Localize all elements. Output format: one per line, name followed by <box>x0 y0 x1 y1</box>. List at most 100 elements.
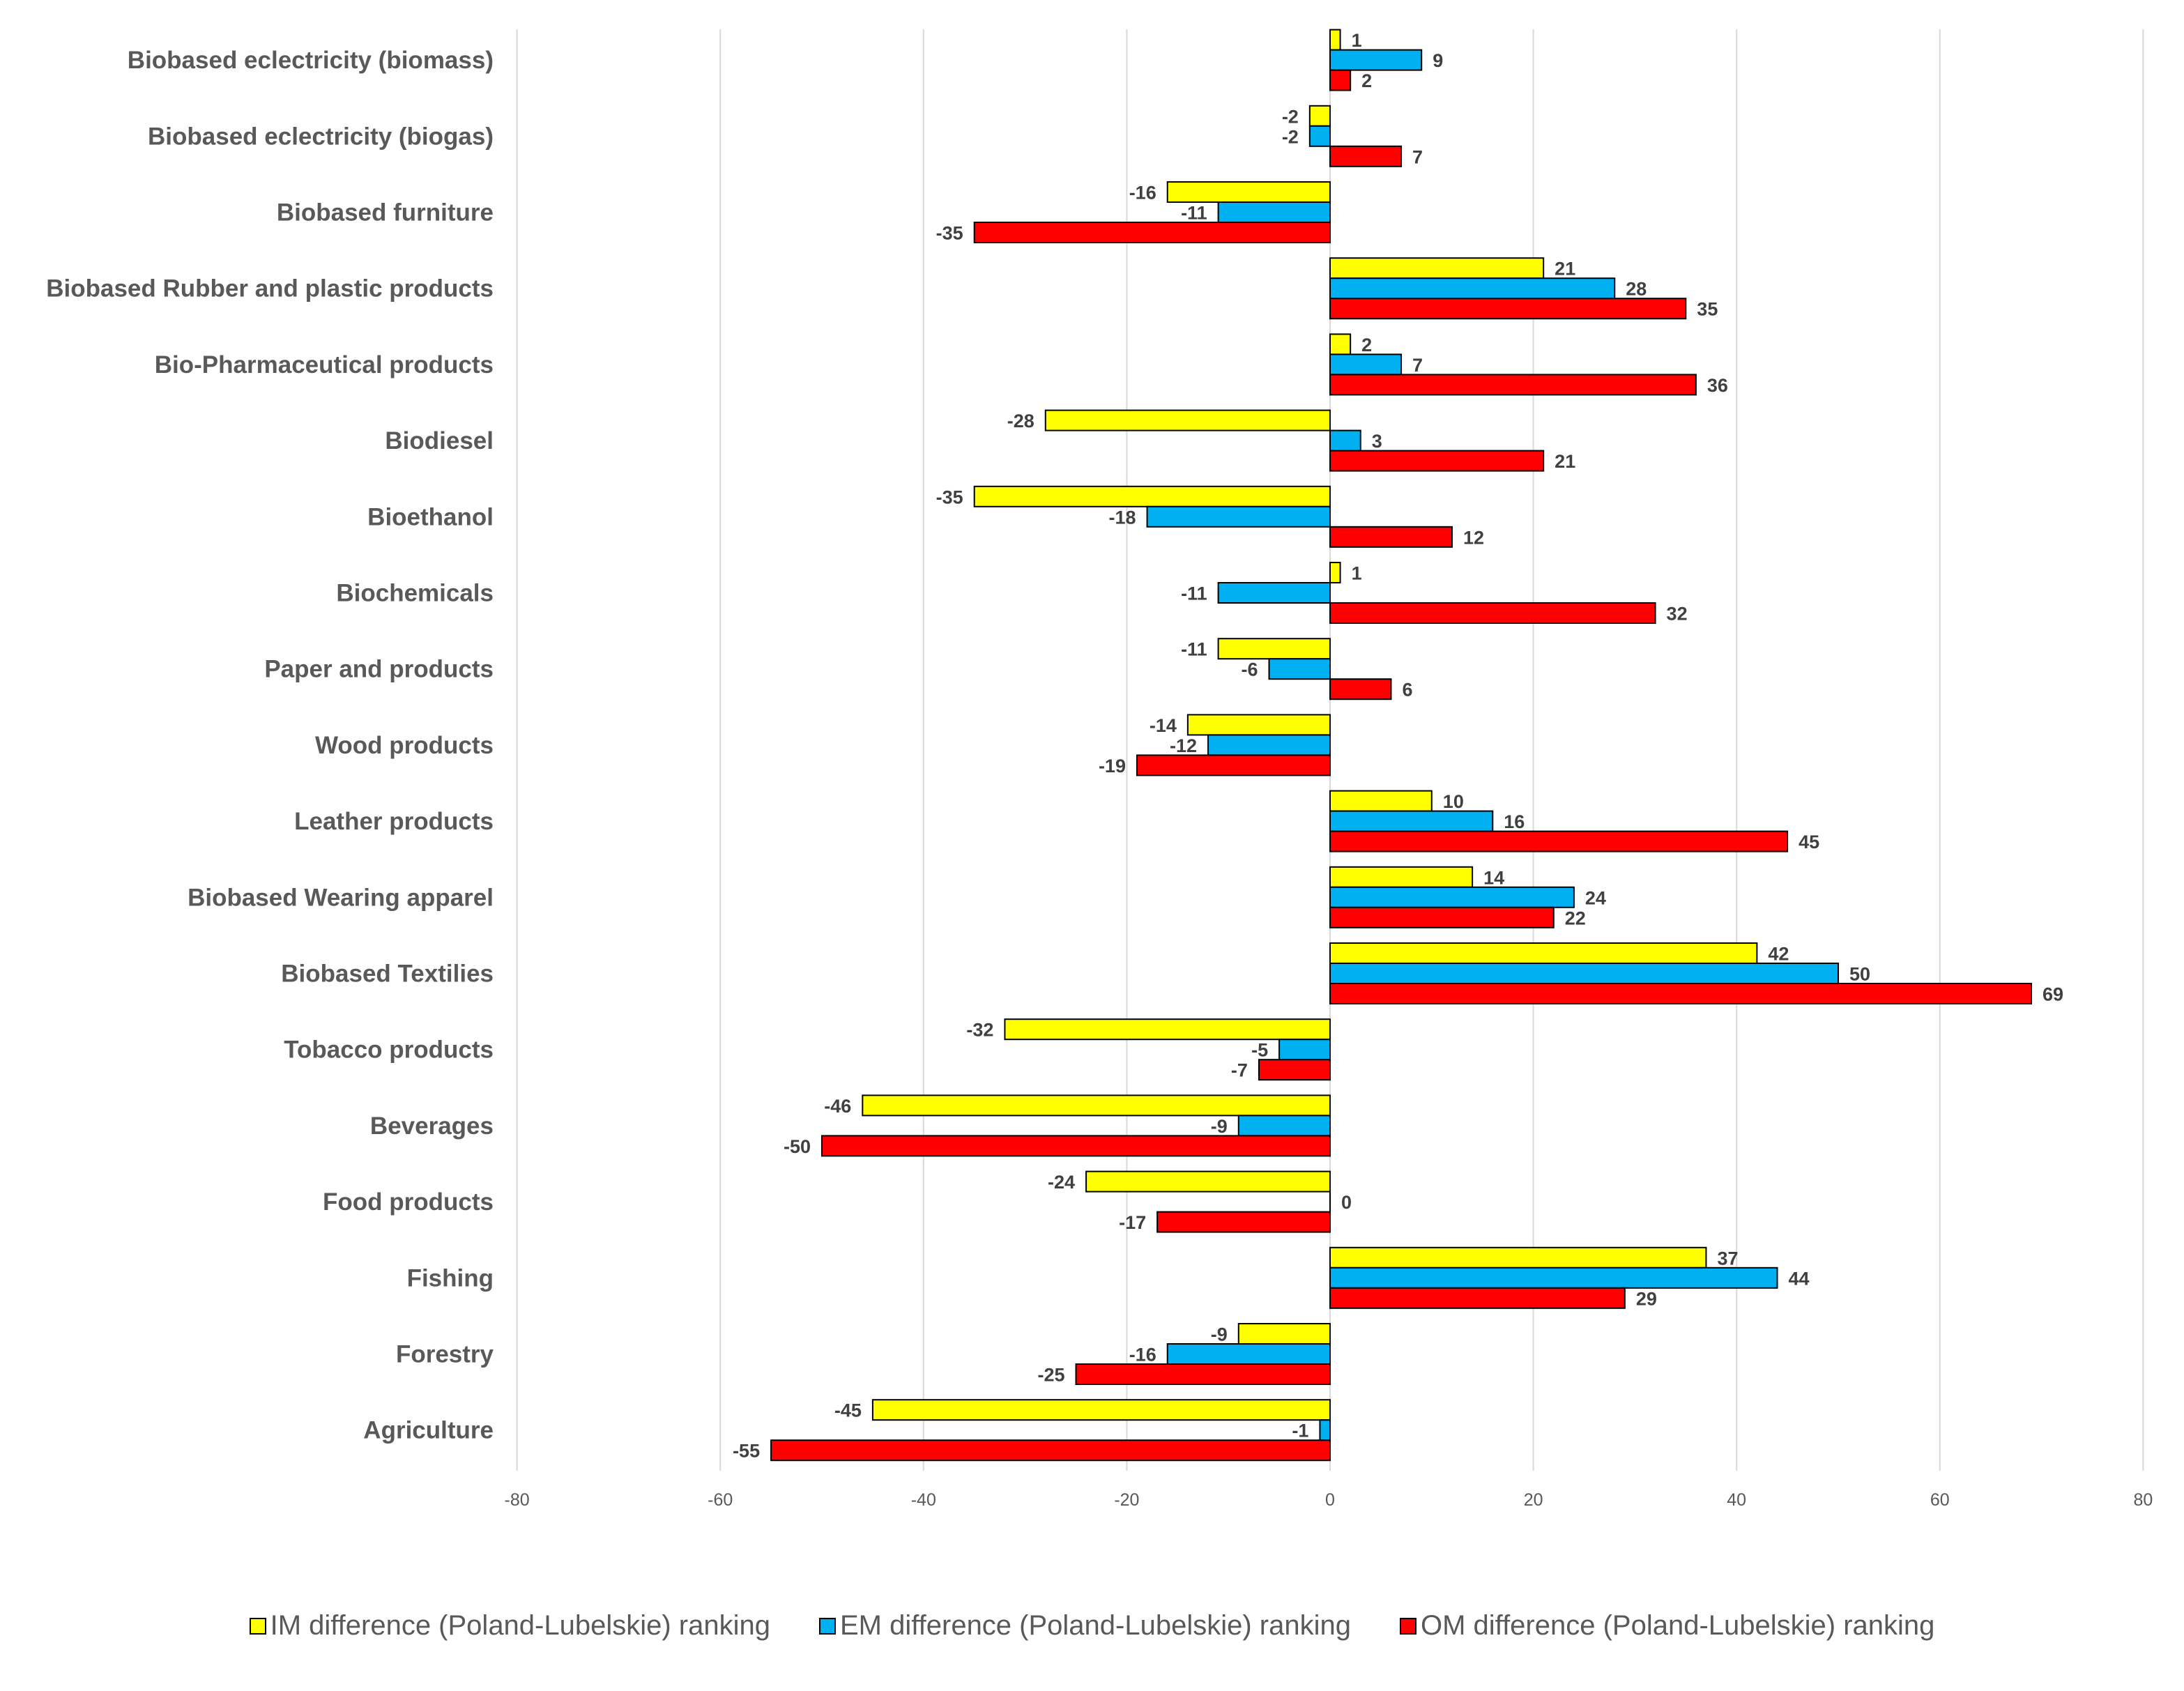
category-label: Biobased eclectricity (biomass) <box>128 47 494 74</box>
data-label: -25 <box>1037 1365 1064 1386</box>
data-label: -16 <box>1129 183 1156 204</box>
category-label: Fishing <box>407 1264 494 1292</box>
bar-series1-18 <box>1319 1419 1331 1441</box>
data-label: -24 <box>1048 1172 1075 1193</box>
bar-series2-15 <box>1156 1211 1331 1233</box>
bar-series0-14 <box>862 1094 1331 1117</box>
bar-series2-2 <box>973 222 1331 243</box>
bar-series1-1 <box>1308 125 1331 147</box>
data-label: 21 <box>1555 451 1575 472</box>
data-label: -9 <box>1211 1324 1228 1345</box>
bar-series2-4 <box>1329 374 1697 396</box>
bar-series2-17 <box>1075 1363 1331 1385</box>
data-labels: 1-2-16212-28-351-11-14101442-32-46-2437-… <box>733 30 2063 1462</box>
bar-series0-18 <box>871 1399 1331 1421</box>
data-label: 42 <box>1768 944 1789 965</box>
category-label: Biodiesel <box>385 427 494 454</box>
data-label: -32 <box>966 1020 993 1041</box>
bar-series2-12 <box>1329 983 2033 1004</box>
bar-series1-5 <box>1329 429 1361 452</box>
data-label: 21 <box>1555 259 1575 280</box>
data-label: 3 <box>1372 431 1382 452</box>
data-label: -46 <box>824 1096 851 1117</box>
data-label: 10 <box>1443 791 1464 812</box>
data-label: -7 <box>1231 1060 1248 1081</box>
bars-group <box>770 29 2033 1462</box>
bar-series2-10 <box>1329 830 1789 852</box>
bar-series2-8 <box>1329 678 1392 701</box>
bar-series1-3 <box>1329 277 1616 300</box>
x-tick-labels: -80 -60 -40 -20 0 20 40 60 80 <box>505 1490 2153 1510</box>
bar-series2-7 <box>1329 602 1656 624</box>
x-tick-label: -20 <box>1114 1490 1139 1510</box>
data-label: -35 <box>936 487 963 507</box>
bar-series1-6 <box>1146 505 1331 528</box>
data-label: -11 <box>1181 583 1207 604</box>
category-labels: Biobased eclectricity (biomass) Biobased … <box>46 47 494 1444</box>
bar-series0-10 <box>1329 790 1433 812</box>
bar-series2-1 <box>1329 145 1403 167</box>
x-tick-label: 0 <box>1325 1490 1335 1510</box>
category-label: Biobased Textilies <box>281 961 494 988</box>
x-tick-label: 80 <box>2133 1490 2153 1510</box>
data-label: -18 <box>1109 507 1136 528</box>
data-label: -5 <box>1251 1040 1268 1061</box>
legend-item-im: IM difference (Poland-Lubelskie) ranking <box>249 1610 770 1642</box>
data-label: -55 <box>733 1441 760 1462</box>
legend-swatch-em <box>819 1617 836 1635</box>
data-label: 28 <box>1626 279 1647 300</box>
legend: IM difference (Poland-Lubelskie) ranking… <box>0 1610 2184 1642</box>
bar-series1-8 <box>1268 658 1331 680</box>
data-label: -12 <box>1170 735 1197 756</box>
data-label: -2 <box>1282 126 1299 147</box>
category-label: Bioethanol <box>367 503 494 530</box>
data-label: 50 <box>1849 964 1870 985</box>
category-label: Leather products <box>294 808 494 835</box>
category-label: Wood products <box>315 732 494 759</box>
x-tick-label: -60 <box>708 1490 733 1510</box>
bar-series0-13 <box>1004 1018 1331 1041</box>
data-label: -19 <box>1099 756 1126 776</box>
bar-series0-7 <box>1329 562 1341 583</box>
data-label: -11 <box>1181 639 1207 660</box>
legend-swatch-im <box>249 1617 266 1635</box>
data-label: 22 <box>1565 908 1586 928</box>
data-label: -11 <box>1181 203 1207 224</box>
category-label: Biobased Wearing apparel <box>188 884 494 911</box>
bar-series0-15 <box>1085 1170 1331 1193</box>
data-label: 0 <box>1341 1192 1352 1213</box>
category-label: Tobacco products <box>284 1036 494 1064</box>
bar-series2-3 <box>1329 298 1687 320</box>
bar-series1-9 <box>1207 734 1331 756</box>
x-tick-label: -80 <box>505 1490 530 1510</box>
data-label: 44 <box>1789 1268 1810 1289</box>
category-label: Biochemicals <box>336 580 494 607</box>
bar-series1-0 <box>1329 49 1423 71</box>
bar-series2-5 <box>1329 450 1545 472</box>
data-label: -14 <box>1150 715 1177 736</box>
bar-series1-17 <box>1166 1343 1331 1365</box>
category-label: Biobased eclectricity (biogas) <box>148 123 494 150</box>
data-label: 12 <box>1463 527 1484 548</box>
data-label: -9 <box>1211 1116 1228 1137</box>
data-label: 14 <box>1483 867 1504 888</box>
data-label: -28 <box>1007 411 1034 431</box>
bar-series1-13 <box>1278 1039 1331 1061</box>
data-label: -6 <box>1242 659 1258 680</box>
bar-series1-2 <box>1217 201 1331 223</box>
legend-swatch-om <box>1400 1617 1416 1635</box>
bar-series0-9 <box>1186 714 1331 736</box>
data-label: 1 <box>1352 563 1362 584</box>
bar-series1-7 <box>1217 582 1331 604</box>
data-label: 35 <box>1697 299 1718 320</box>
category-label: Beverages <box>370 1112 494 1140</box>
bar-series2-18 <box>770 1439 1331 1462</box>
category-label: Bio-Pharmaceutical products <box>155 351 494 378</box>
data-label: 7 <box>1412 146 1423 167</box>
data-label: 2 <box>1361 70 1372 91</box>
data-label: 69 <box>2042 984 2063 1005</box>
bar-series0-2 <box>1166 181 1331 203</box>
data-label: 24 <box>1585 887 1606 908</box>
bar-series2-14 <box>821 1135 1331 1157</box>
